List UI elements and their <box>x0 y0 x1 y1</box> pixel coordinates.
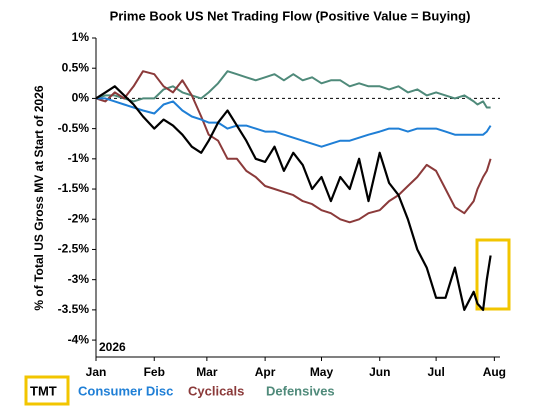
y-tick-label: 1% <box>72 30 90 44</box>
annotation: 2026 <box>99 340 126 354</box>
chart-title: Prime Book US Net Trading Flow (Positive… <box>110 8 471 23</box>
y-tick-label: 0.5% <box>62 60 90 74</box>
y-tick-label: -2% <box>68 211 90 225</box>
y-tick-label: -3% <box>68 272 90 286</box>
y-axis-label: % of Total US Gross MV at Start of 2026 <box>32 85 46 310</box>
legend-label: Defensives <box>266 383 335 398</box>
x-tick-label: Mar <box>196 365 218 379</box>
x-tick-label: Feb <box>144 365 165 379</box>
y-tick-label: -4% <box>68 332 90 346</box>
y-tick-label: -2.5% <box>58 242 90 256</box>
x-tick-label: Jun <box>369 365 390 379</box>
x-tick-label: Apr <box>255 365 276 379</box>
x-tick-label: Jul <box>427 365 444 379</box>
y-tick-label: 0% <box>72 91 90 105</box>
legend-highlight-box <box>24 375 70 406</box>
legend-label: TMT <box>30 383 57 398</box>
y-tick-label: -1% <box>68 151 90 165</box>
y-tick-label: -3.5% <box>58 302 90 316</box>
series-line <box>95 70 492 224</box>
y-tick-label: -0.5% <box>58 121 90 135</box>
x-tick-label: Aug <box>483 365 506 379</box>
highlight-box <box>475 238 511 311</box>
x-tick-label: Jan <box>86 365 107 379</box>
y-tick-label: -1.5% <box>58 181 90 195</box>
legend-label: Cyclicals <box>188 383 244 398</box>
legend-label: Consumer Disc <box>78 383 173 398</box>
x-tick-label: May <box>310 365 334 379</box>
series-line <box>95 85 492 311</box>
series-line <box>96 97 492 148</box>
